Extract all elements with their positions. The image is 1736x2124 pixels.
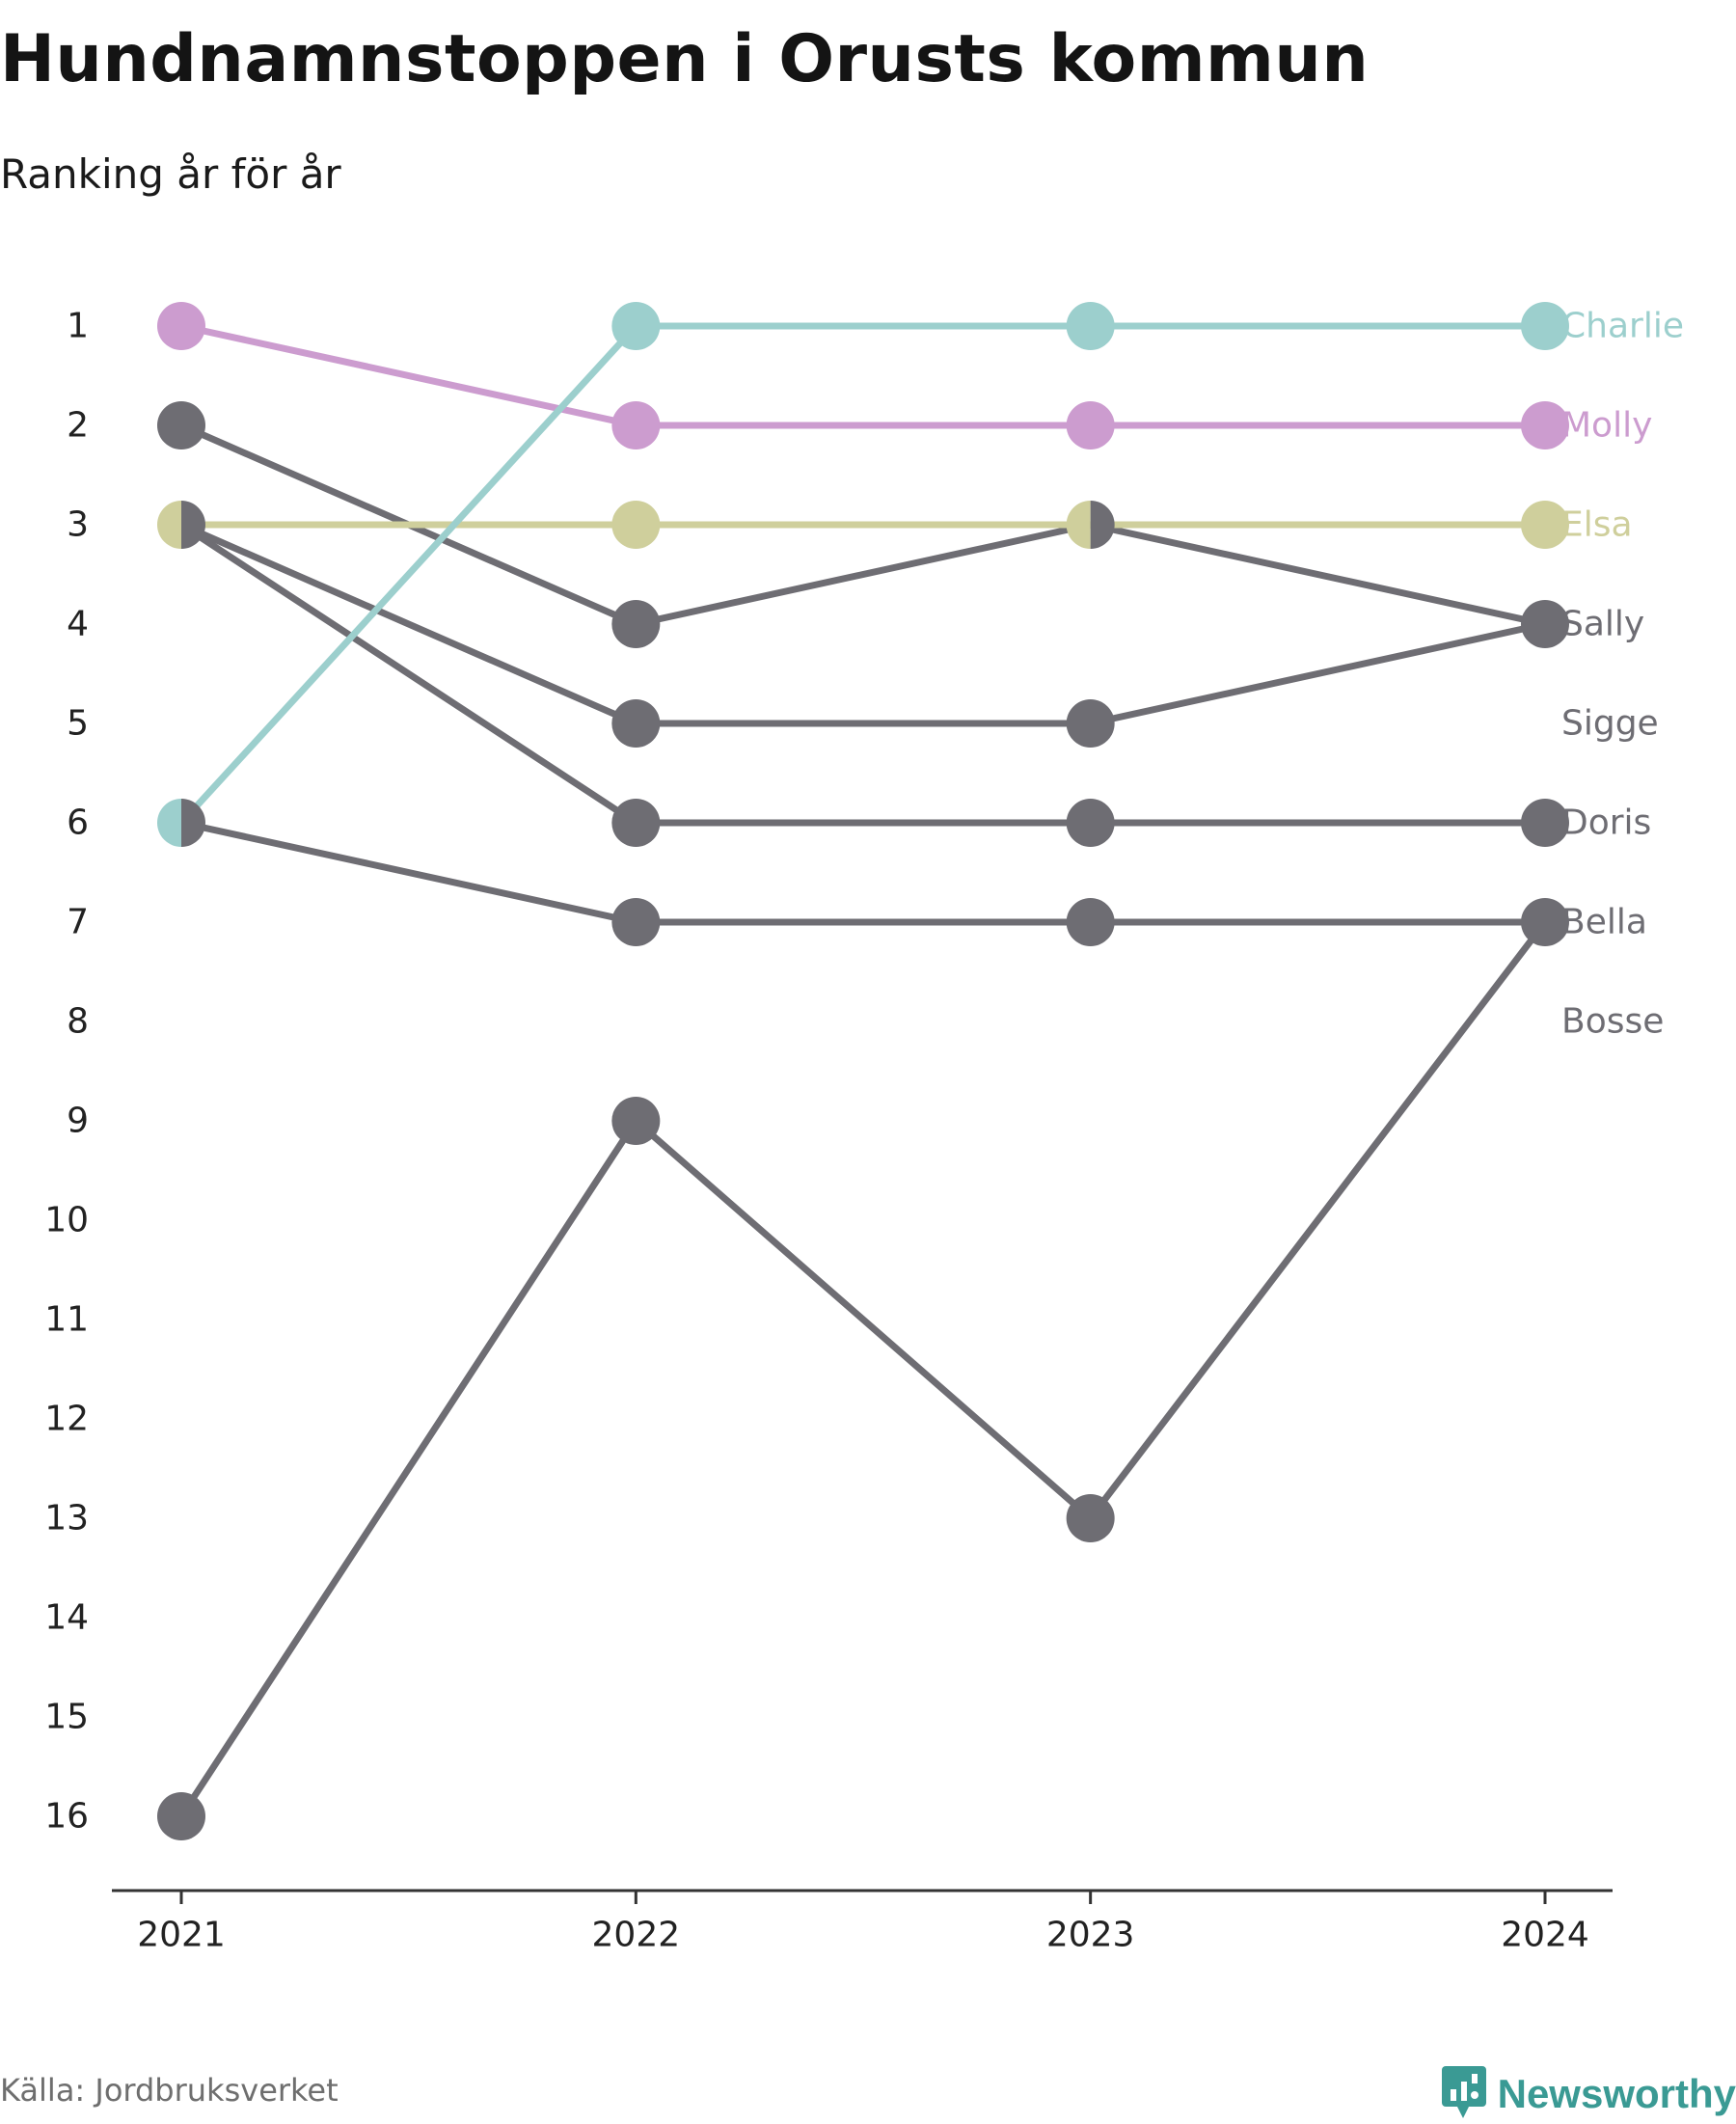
source-note: Källa: Jordbruksverket bbox=[0, 2072, 339, 2109]
brand-name: Newsworthy bbox=[1497, 2071, 1736, 2116]
series-label-charlie: Charlie bbox=[1561, 307, 1684, 346]
data-point-molly-2024 bbox=[1521, 401, 1569, 449]
data-point-bella-2022 bbox=[611, 898, 661, 946]
data-point-molly-2022 bbox=[611, 401, 661, 449]
data-point-doris-2021 bbox=[181, 501, 205, 549]
y-tick-label: 4 bbox=[67, 605, 89, 644]
y-tick-label: 3 bbox=[67, 505, 89, 545]
y-tick-label: 6 bbox=[67, 803, 89, 843]
data-point-sigge-2023 bbox=[1066, 699, 1115, 748]
series-label-doris: Doris bbox=[1561, 803, 1651, 843]
data-point-charlie-2021 bbox=[157, 799, 181, 847]
series-label-elsa: Elsa bbox=[1561, 505, 1633, 545]
y-tick-label: 10 bbox=[44, 1201, 89, 1240]
data-point-bosse-bella-2024 bbox=[1521, 898, 1569, 946]
series-label-molly: Molly bbox=[1561, 406, 1652, 446]
y-tick-label: 8 bbox=[67, 1002, 89, 1042]
data-point-charlie-2023 bbox=[1066, 302, 1115, 350]
x-tick-label: 2024 bbox=[1501, 1916, 1589, 1955]
y-tick-label: 16 bbox=[44, 1797, 89, 1837]
data-point-elsa-2022 bbox=[611, 501, 661, 549]
series-line-sigge bbox=[177, 521, 1549, 727]
data-point-bella-2021 bbox=[181, 799, 205, 847]
data-point-bosse-2023 bbox=[1066, 1494, 1115, 1542]
series-label-sigge: Sigge bbox=[1561, 704, 1659, 744]
newsworthy-logo-icon bbox=[1440, 2064, 1488, 2124]
data-point-elsa-2021 bbox=[157, 501, 181, 549]
data-point-sally-2022 bbox=[611, 600, 661, 648]
data-point-bella-2023 bbox=[1066, 898, 1115, 946]
y-tick-label: 14 bbox=[44, 1598, 89, 1638]
y-tick-label: 2 bbox=[67, 406, 89, 446]
brand-logo[interactable]: Newsworthy bbox=[1440, 2064, 1736, 2124]
data-point-elsa-2024 bbox=[1521, 501, 1569, 549]
series-label-bosse: Bosse bbox=[1561, 1002, 1664, 1042]
data-point-molly-2023 bbox=[1066, 401, 1115, 449]
y-tick-label: 12 bbox=[44, 1400, 89, 1439]
data-point-doris-2022 bbox=[611, 799, 661, 847]
x-tick-label: 2021 bbox=[137, 1916, 226, 1955]
data-point-charlie-2024 bbox=[1521, 302, 1569, 350]
y-tick-label: 1 bbox=[67, 307, 89, 346]
data-point-molly-2021 bbox=[157, 302, 205, 350]
data-point-elsa-2023 bbox=[1066, 501, 1091, 549]
data-point-sigge-sally-2024 bbox=[1521, 600, 1569, 648]
series-line-bosse bbox=[177, 918, 1549, 1820]
data-point-sigge-2022 bbox=[611, 699, 661, 748]
x-tick-label: 2022 bbox=[592, 1916, 681, 1955]
page-title: Hundnamnstoppen i Orusts kommun bbox=[0, 21, 1370, 97]
series-line-charlie bbox=[177, 322, 1549, 827]
series-line-bella bbox=[177, 819, 1549, 926]
data-point-doris-2024 bbox=[1521, 799, 1569, 847]
y-tick-label: 15 bbox=[44, 1698, 89, 1737]
y-tick-label: 9 bbox=[67, 1102, 89, 1141]
data-point-sally-2021 bbox=[157, 401, 205, 449]
page-subtitle: Ranking år för år bbox=[0, 150, 341, 198]
x-axis: 2021 2022 2023 2024 bbox=[112, 1889, 1613, 1955]
series-label-bella: Bella bbox=[1561, 903, 1647, 942]
series-label-sally: Sally bbox=[1561, 605, 1644, 644]
series-line-molly bbox=[177, 322, 1549, 429]
series-points bbox=[157, 302, 1569, 1840]
series-line-doris bbox=[177, 521, 1549, 827]
data-point-bosse-2021 bbox=[157, 1792, 205, 1840]
y-tick-label: 13 bbox=[44, 1499, 89, 1539]
x-tick-label: 2023 bbox=[1046, 1916, 1135, 1955]
data-point-sally-2023 bbox=[1090, 501, 1115, 549]
y-tick-label: 5 bbox=[67, 704, 89, 744]
data-point-bosse-2022 bbox=[611, 1097, 661, 1145]
y-tick-label: 11 bbox=[44, 1300, 89, 1340]
data-point-charlie-2022 bbox=[611, 302, 661, 350]
y-tick-label: 7 bbox=[67, 903, 89, 942]
series-end-labels: Charlie Molly Elsa Sally Sigge Doris Bella Boss… bbox=[1561, 307, 1684, 1042]
series-lines bbox=[177, 322, 1549, 1820]
data-point-doris-2023 bbox=[1066, 799, 1115, 847]
